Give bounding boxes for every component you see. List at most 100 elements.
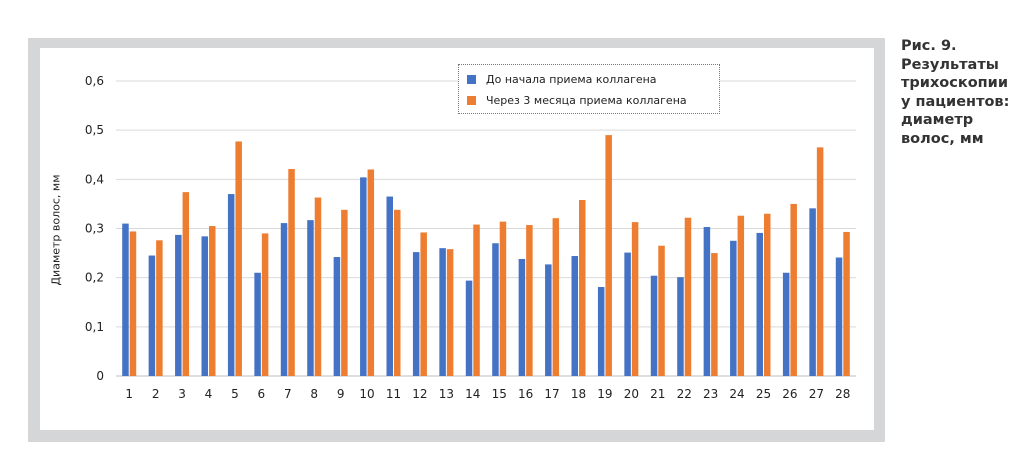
y-axis-label: Диаметр волос, мм: [49, 174, 63, 286]
bar-before: [492, 243, 499, 376]
legend-item-after: Через 3 месяца приема коллагена: [467, 93, 687, 107]
bar-after: [367, 169, 375, 376]
legend-swatch-before: [467, 74, 476, 84]
x-tick-label: 13: [439, 387, 454, 401]
bar-after: [631, 222, 639, 376]
bar-before: [782, 272, 790, 376]
bar-before: [307, 220, 314, 376]
bar-after: [394, 209, 401, 376]
caption-line: у пациентов:: [901, 93, 1010, 110]
bar-after: [843, 231, 850, 376]
bar-before: [227, 194, 235, 376]
legend-label-before: До начала приема коллагена: [486, 72, 657, 86]
bar-after: [156, 240, 163, 376]
x-tick-label: 28: [835, 387, 850, 401]
bar-after: [209, 226, 216, 376]
bar-before: [386, 196, 393, 376]
bar-after: [499, 221, 507, 376]
x-tick-label: 12: [412, 387, 427, 401]
bar-before: [201, 236, 208, 376]
bar-after: [737, 215, 745, 376]
y-tick-label: 0,6: [85, 74, 104, 88]
bar-after: [816, 147, 824, 376]
bar-before: [730, 240, 737, 376]
x-tick-label: 4: [205, 387, 213, 401]
y-tick-label: 0: [96, 369, 104, 383]
caption-line: Результаты: [901, 56, 999, 73]
x-tick-label: 17: [544, 387, 559, 401]
x-tick-label: 11: [386, 387, 401, 401]
bar-after: [711, 253, 718, 376]
legend-item-before: До начала приема коллагена: [467, 72, 657, 86]
bar-after: [764, 213, 771, 376]
bar-before: [412, 252, 420, 376]
x-tick-label: 19: [597, 387, 612, 401]
x-tick-label: 9: [337, 387, 345, 401]
y-tick-label: 0,5: [85, 123, 104, 137]
bar-after: [446, 249, 454, 376]
bar-after: [473, 224, 480, 376]
bar-after: [605, 135, 612, 376]
bar-before: [518, 258, 526, 376]
bar-before: [175, 234, 182, 376]
bar-before: [703, 227, 711, 376]
bar-before: [122, 223, 129, 376]
bar-after: [579, 199, 586, 376]
bar-before: [650, 275, 658, 376]
x-tick-label: 5: [231, 387, 239, 401]
bar-before: [571, 256, 578, 376]
x-tick-label: 24: [729, 387, 744, 401]
bar-before: [465, 280, 473, 376]
bar-before: [439, 248, 446, 376]
y-tick-label: 0,4: [85, 172, 104, 186]
bar-after: [552, 218, 560, 376]
x-tick-label: 25: [756, 387, 771, 401]
bar-after: [341, 209, 348, 376]
x-tick-label: 1: [125, 387, 133, 401]
caption-line: Рис. 9.: [901, 38, 957, 54]
bar-after: [288, 169, 295, 376]
figure-caption: Рис. 9. Результаты трихоскопии у пациент…: [901, 37, 1017, 148]
caption-line: волос, мм: [901, 130, 984, 147]
bar-after: [314, 197, 322, 376]
bar-before: [280, 223, 288, 376]
y-tick-label: 0,2: [85, 271, 104, 285]
bar-after: [684, 217, 692, 376]
bar-after: [129, 231, 137, 376]
bar-after: [790, 203, 797, 376]
x-tick-label: 6: [258, 387, 266, 401]
y-tick-label: 0,3: [85, 222, 104, 236]
x-tick-label: 26: [782, 387, 797, 401]
bar-before: [809, 208, 816, 376]
caption-line: трихоскопии: [901, 75, 1008, 91]
bar-after: [182, 192, 190, 376]
x-tick-label: 18: [571, 387, 586, 401]
x-tick-label: 16: [518, 387, 533, 401]
bar-before: [597, 287, 605, 376]
x-tick-label: 10: [359, 387, 374, 401]
bar-before: [254, 272, 261, 376]
x-tick-label: 7: [284, 387, 292, 401]
x-tick-label: 21: [650, 387, 665, 401]
x-tick-label: 20: [624, 387, 639, 401]
bar-before: [624, 252, 631, 376]
y-tick-label: 0,1: [85, 320, 104, 334]
bar-after: [658, 245, 665, 376]
bar-before: [756, 232, 763, 376]
legend-swatch-after: [467, 95, 476, 105]
x-tick-label: 15: [492, 387, 507, 401]
x-tick-label: 8: [310, 387, 318, 401]
legend-label-after: Через 3 месяца приема коллагена: [486, 93, 687, 107]
bar-after: [261, 233, 269, 376]
bar-before: [835, 257, 843, 376]
bar-after: [420, 232, 427, 376]
bar-after: [526, 225, 533, 376]
x-tick-label: 23: [703, 387, 718, 401]
bar-before: [148, 255, 156, 376]
caption-line: диаметр: [901, 112, 974, 128]
bar-before: [333, 257, 341, 376]
x-tick-label: 27: [809, 387, 824, 401]
x-tick-label: 2: [152, 387, 160, 401]
x-tick-label: 14: [465, 387, 480, 401]
